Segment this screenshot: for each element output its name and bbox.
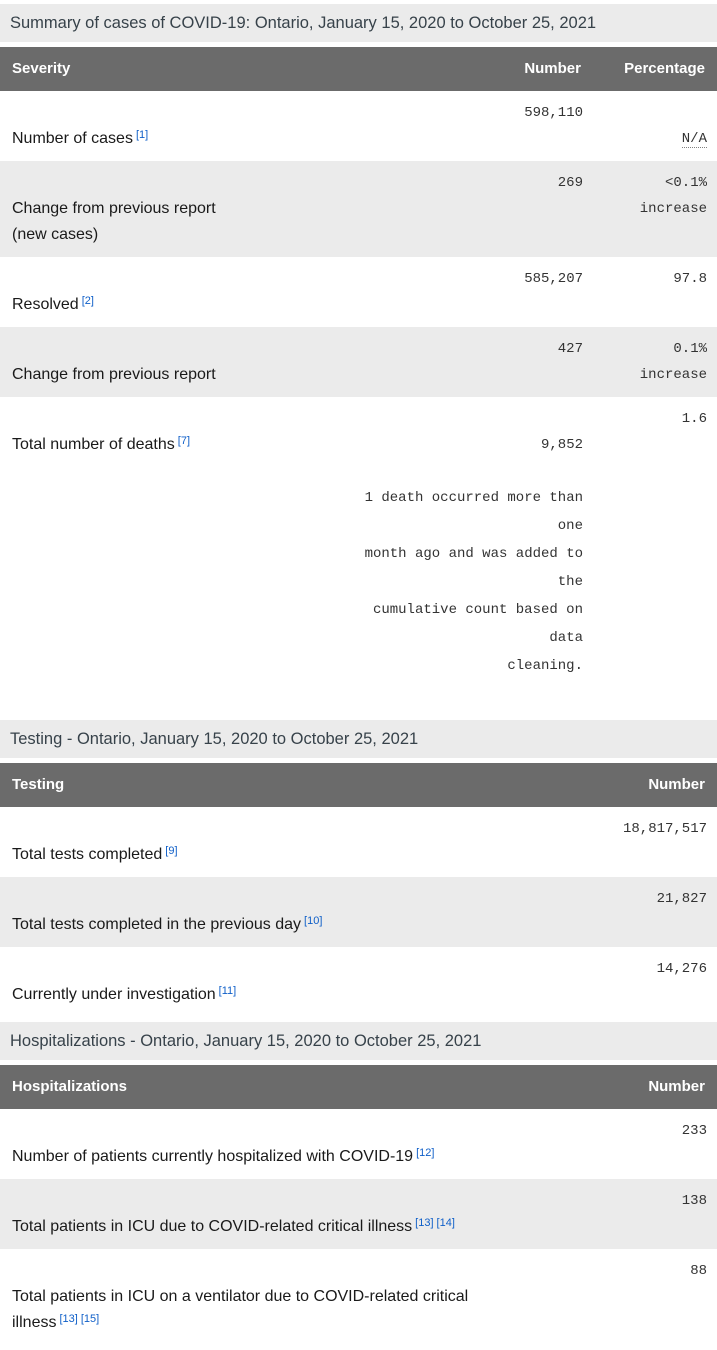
number-cell: 233: [681, 1123, 707, 1139]
row-label: Total patients in ICU due to COVID-relat…: [12, 1218, 413, 1235]
header-number: Number: [648, 776, 705, 793]
table-row-icu: Total patients in ICU due to COVID-relat…: [0, 1179, 717, 1249]
covid-summary-page: Summary of cases of COVID-19: Ontario, J…: [0, 4, 717, 1345]
footnote-link-9[interactable]: [9]: [165, 844, 178, 857]
row-label: Total tests completed: [12, 846, 163, 863]
severity-cell: Number of cases [1]: [0, 91, 337, 161]
severity-cell: Change from previous report (new cases): [0, 161, 337, 257]
testing-table: Testing - Ontario, January 15, 2020 to O…: [0, 720, 717, 1017]
deaths-number: 9,852: [540, 437, 583, 453]
number-cell: 269: [557, 175, 583, 191]
header-severity: Severity: [12, 60, 71, 77]
footnote-link-1[interactable]: [1]: [135, 128, 149, 141]
footnote-link-15[interactable]: [15]: [80, 1312, 100, 1325]
footnote-link-13b[interactable]: [13]: [59, 1312, 78, 1325]
footnote-link-13[interactable]: [13]: [415, 1216, 434, 1229]
table-row-change-new-cases: Change from previous report (new cases) …: [0, 161, 717, 257]
testing-table-caption: Testing - Ontario, January 15, 2020 to O…: [0, 720, 717, 758]
testing-header-row: Testing Number: [0, 763, 717, 807]
hospitalizations-cell: Number of patients currently hospitalize…: [0, 1109, 600, 1179]
footnote-link-7[interactable]: [7]: [177, 434, 190, 447]
severity-cell: Change from previous report: [0, 327, 337, 397]
row-label: Number of patients currently hospitalize…: [12, 1148, 414, 1165]
hospitalizations-cell: Total patients in ICU on a ventilator du…: [0, 1249, 600, 1345]
percentage-cell: N/A: [593, 91, 717, 161]
number-cell: 427: [557, 341, 583, 357]
number-cell: 21,827: [656, 891, 707, 907]
row-label: Change from previous report (new cases): [12, 200, 216, 243]
row-label: Number of cases: [12, 130, 133, 147]
footnote-link-2[interactable]: [2]: [81, 294, 94, 307]
footnote-link-14[interactable]: [14]: [436, 1216, 455, 1229]
hospitalizations-cell: Total patients in ICU due to COVID-relat…: [0, 1179, 600, 1249]
hospitalizations-header-row: Hospitalizations Number: [0, 1065, 717, 1109]
footnote-link-10[interactable]: [10]: [304, 914, 323, 927]
row-label: Change from previous report: [12, 366, 216, 383]
header-number: Number: [648, 1078, 705, 1095]
table-row-total-tests: Total tests completed [9] 18,817,517: [0, 807, 717, 877]
testing-cell: Currently under investigation [11]: [0, 947, 600, 1017]
row-label: Resolved: [12, 296, 79, 313]
table-row-icu-ventilator: Total patients in ICU on a ventilator du…: [0, 1249, 717, 1345]
number-cell: 88: [690, 1263, 707, 1279]
number-cell: 585,207: [524, 271, 583, 287]
footnote-link-11[interactable]: [11]: [218, 984, 237, 997]
summary-header-row: Severity Number Percentage: [0, 47, 717, 91]
table-row-resolved: Resolved [2] 585,207 97.8: [0, 257, 717, 327]
percentage-cell: 97.8: [673, 271, 707, 287]
summary-table-caption: Summary of cases of COVID-19: Ontario, J…: [0, 4, 717, 42]
severity-cell: Total number of deaths [7]: [0, 397, 337, 715]
testing-cell: Total tests completed in the previous da…: [0, 877, 600, 947]
table-row-tests-previous-day: Total tests completed in the previous da…: [0, 877, 717, 947]
header-testing: Testing: [12, 776, 65, 793]
hospitalizations-table-caption: Hospitalizations - Ontario, January 15, …: [0, 1022, 717, 1060]
data-cleaning-note: 1 death occurred more than one month ago…: [364, 490, 583, 674]
number-cell: 598,110: [524, 105, 583, 121]
summary-of-cases-table: Summary of cases of COVID-19: Ontario, J…: [0, 4, 717, 715]
not-applicable-abbr[interactable]: N/A: [681, 131, 707, 148]
row-label: Total number of deaths: [12, 436, 175, 453]
footnote-link-12[interactable]: [12]: [416, 1146, 435, 1159]
header-percentage: Percentage: [624, 60, 705, 77]
header-hospitalizations: Hospitalizations: [12, 1078, 128, 1095]
percentage-cell: <0.1% increase: [639, 175, 707, 217]
number-cell: 18,817,517: [622, 821, 707, 837]
table-row-currently-hospitalized: Number of patients currently hospitalize…: [0, 1109, 717, 1179]
table-row-change-resolved: Change from previous report 427 0.1% inc…: [0, 327, 717, 397]
hospitalizations-table: Hospitalizations - Ontario, January 15, …: [0, 1022, 717, 1345]
header-number: Number: [524, 60, 581, 77]
testing-cell: Total tests completed [9]: [0, 807, 600, 877]
table-row-total-deaths: Total number of deaths [7] 9,852 1 death …: [0, 397, 717, 715]
table-row-number-of-cases: Number of cases [1] 598,110 N/A: [0, 91, 717, 161]
number-cell: 138: [681, 1193, 707, 1209]
severity-cell: Resolved [2]: [0, 257, 337, 327]
percentage-cell: 0.1% increase: [639, 341, 707, 383]
row-label: Total tests completed in the previous da…: [12, 916, 302, 933]
percentage-cell: 1.6: [681, 411, 707, 427]
number-cell: 14,276: [656, 961, 707, 977]
number-cell: 9,852 1 death occurred more than one mon…: [337, 397, 593, 715]
row-label: Currently under investigation: [12, 986, 216, 1003]
table-row-under-investigation: Currently under investigation [11] 14,276: [0, 947, 717, 1017]
